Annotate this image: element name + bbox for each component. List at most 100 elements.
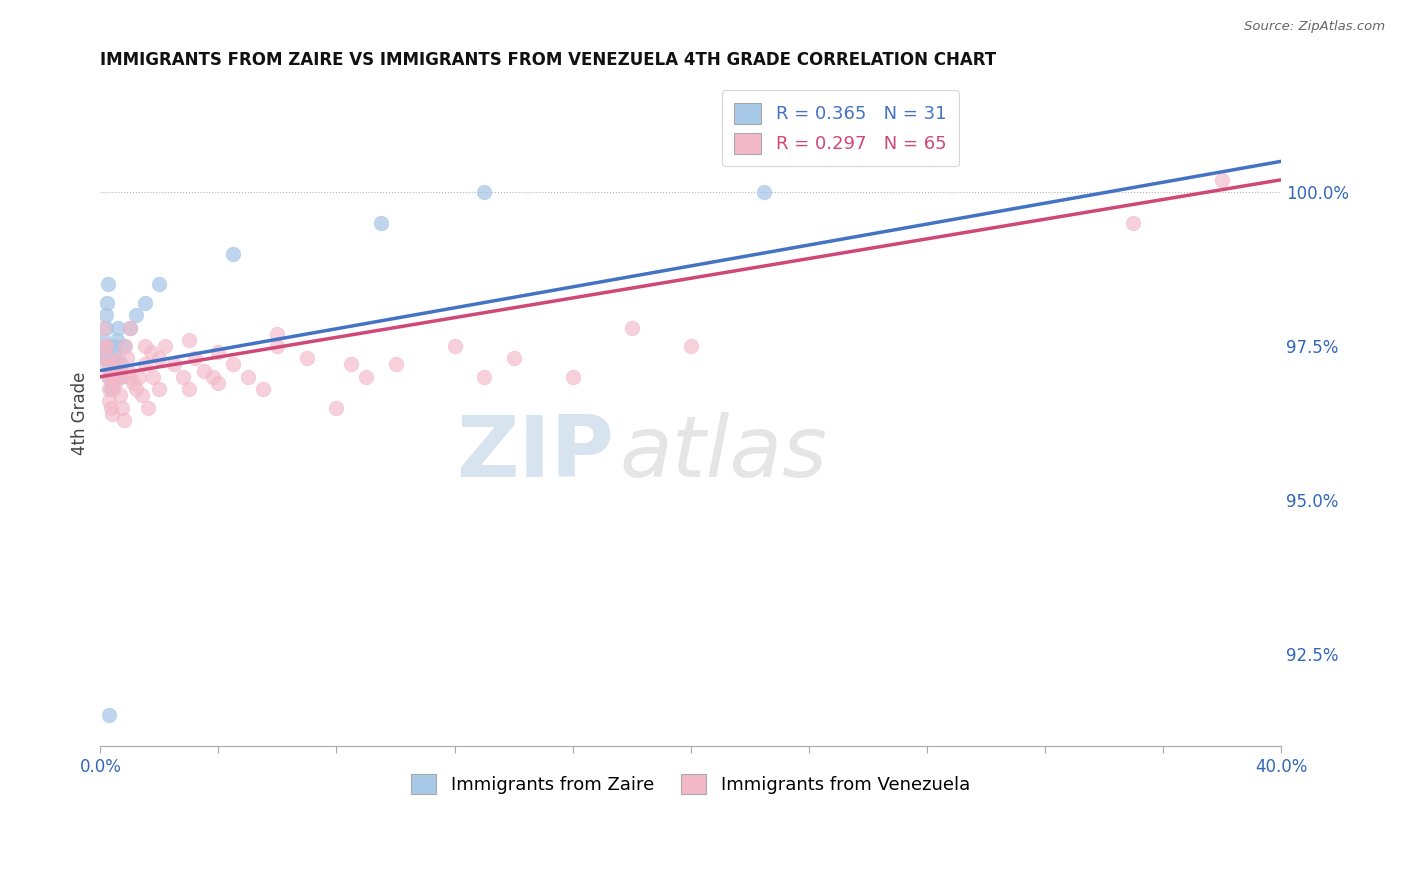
Point — [134, 358, 156, 372]
Point — [111, 401, 134, 415]
Point — [472, 369, 495, 384]
Y-axis label: 4th Grade: 4th Grade — [72, 372, 89, 455]
Point — [110, 369, 132, 384]
Point — [107, 320, 129, 334]
Point — [266, 339, 288, 353]
Point — [148, 382, 170, 396]
Point — [340, 358, 363, 372]
Text: Source: ZipAtlas.com: Source: ZipAtlas.com — [1244, 20, 1385, 33]
Point — [98, 708, 121, 723]
Point — [136, 401, 159, 415]
Point — [104, 376, 127, 390]
Point — [94, 320, 117, 334]
Point — [148, 277, 170, 292]
Point — [103, 369, 125, 384]
Point — [118, 369, 141, 384]
Point — [131, 388, 153, 402]
Point — [105, 333, 128, 347]
Point — [679, 339, 702, 353]
Point — [1211, 173, 1233, 187]
Point — [172, 369, 194, 384]
Point — [115, 351, 138, 366]
Point — [112, 339, 135, 353]
Point — [94, 339, 117, 353]
Point — [134, 296, 156, 310]
Point — [620, 320, 643, 334]
Point — [112, 413, 135, 427]
Point — [142, 369, 165, 384]
Point — [97, 382, 120, 396]
Point — [100, 401, 122, 415]
Point — [117, 363, 139, 377]
Point — [252, 382, 274, 396]
Point — [148, 351, 170, 366]
Point — [91, 345, 114, 359]
Point — [266, 326, 288, 341]
Point — [502, 351, 524, 366]
Point — [97, 369, 120, 384]
Point — [107, 351, 129, 366]
Point — [108, 388, 131, 402]
Point — [93, 351, 115, 366]
Point — [236, 369, 259, 384]
Point — [97, 358, 120, 372]
Point — [101, 369, 124, 384]
Point — [97, 277, 120, 292]
Point — [177, 333, 200, 347]
Point — [193, 363, 215, 377]
Point — [370, 216, 392, 230]
Point — [100, 382, 122, 396]
Point — [354, 369, 377, 384]
Point — [96, 339, 118, 353]
Point — [163, 358, 186, 372]
Point — [1122, 216, 1144, 230]
Legend: Immigrants from Zaire, Immigrants from Venezuela: Immigrants from Zaire, Immigrants from V… — [402, 764, 979, 804]
Point — [134, 339, 156, 353]
Point — [91, 333, 114, 347]
Point — [155, 339, 177, 353]
Point — [118, 320, 141, 334]
Point — [96, 296, 118, 310]
Point — [472, 185, 495, 199]
Point — [207, 376, 229, 390]
Point — [184, 351, 207, 366]
Point — [101, 351, 124, 366]
Text: IMMIGRANTS FROM ZAIRE VS IMMIGRANTS FROM VENEZUELA 4TH GRADE CORRELATION CHART: IMMIGRANTS FROM ZAIRE VS IMMIGRANTS FROM… — [100, 51, 997, 69]
Point — [103, 358, 125, 372]
Point — [125, 308, 148, 322]
Point — [201, 369, 224, 384]
Point — [94, 351, 117, 366]
Point — [384, 358, 406, 372]
Point — [103, 339, 125, 353]
Point — [98, 369, 121, 384]
Point — [128, 369, 150, 384]
Point — [125, 382, 148, 396]
Point — [101, 382, 124, 396]
Point — [207, 345, 229, 359]
Text: atlas: atlas — [620, 412, 828, 495]
Point — [443, 339, 465, 353]
Point — [114, 339, 136, 353]
Point — [101, 376, 124, 390]
Point — [94, 339, 117, 353]
Point — [222, 246, 245, 260]
Point — [561, 369, 583, 384]
Point — [754, 185, 776, 199]
Point — [98, 394, 121, 409]
Point — [100, 363, 122, 377]
Point — [105, 363, 128, 377]
Point — [104, 345, 127, 359]
Point — [91, 320, 114, 334]
Point — [110, 358, 132, 372]
Point — [108, 369, 131, 384]
Point — [100, 407, 122, 421]
Point — [295, 351, 318, 366]
Point — [118, 320, 141, 334]
Point — [222, 358, 245, 372]
Point — [96, 308, 118, 322]
Point — [177, 382, 200, 396]
Point — [139, 345, 162, 359]
Point — [325, 401, 347, 415]
Point — [103, 358, 125, 372]
Point — [121, 376, 143, 390]
